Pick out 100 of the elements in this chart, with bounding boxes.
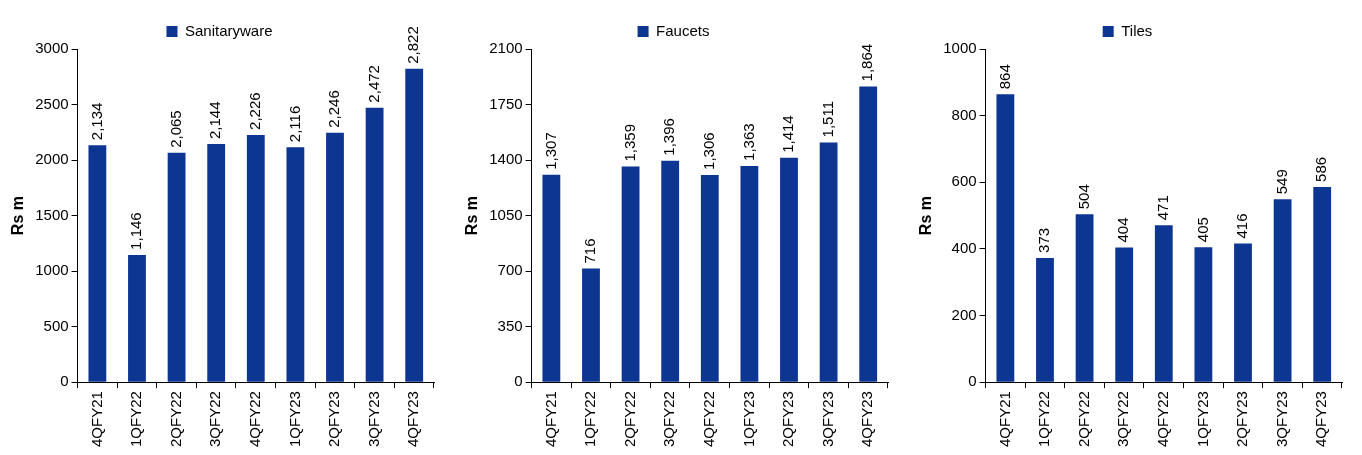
y-tick-label: 1000 — [943, 39, 977, 57]
x-tick-label: 4QFY21 — [995, 391, 1013, 448]
bar — [88, 145, 107, 382]
bar — [207, 144, 226, 382]
y-tick-label: 2100 — [489, 39, 523, 57]
data-label: 1,414 — [779, 115, 797, 153]
x-tick-label: 4QFY23 — [404, 391, 422, 448]
y-tick-label: 600 — [951, 172, 977, 190]
bar — [819, 142, 838, 382]
bar — [326, 132, 344, 382]
x-tick-label: 4QFY22 — [699, 391, 717, 448]
y-tick-label: 0 — [968, 372, 977, 390]
legend-label: Sanitaryware — [184, 21, 273, 39]
bar — [740, 165, 759, 382]
x-tick-label: 2QFY22 — [620, 391, 638, 448]
bar — [1036, 257, 1054, 382]
data-label: 404 — [1114, 217, 1132, 243]
y-tick-label: 800 — [951, 105, 977, 123]
x-tick-label: 3QFY23 — [1272, 391, 1290, 448]
x-tick-label: 1QFY23 — [1193, 391, 1211, 448]
data-label: 1,146 — [127, 212, 145, 250]
data-label: 2,065 — [166, 110, 184, 148]
data-label: 2,226 — [245, 92, 263, 130]
data-label: 549 — [1272, 169, 1290, 195]
data-label: 405 — [1193, 217, 1211, 243]
data-label: 1,359 — [620, 124, 638, 162]
bar — [1313, 186, 1332, 382]
y-tick-label: 1500 — [35, 205, 69, 223]
data-label: 2,144 — [206, 101, 224, 140]
bar — [582, 268, 600, 382]
x-tick-label: 3QFY23 — [364, 391, 382, 448]
bar — [1234, 243, 1252, 382]
bar — [996, 94, 1015, 382]
y-tick-label: 0 — [514, 372, 523, 390]
y-axis-title: Rs m — [463, 196, 481, 236]
y-tick-label: 2000 — [35, 150, 69, 168]
data-label: 1,306 — [699, 132, 717, 170]
bar — [167, 152, 186, 382]
data-label: 1,363 — [739, 123, 757, 161]
bar — [700, 174, 719, 382]
data-label: 1,511 — [818, 101, 836, 138]
data-label: 2,134 — [87, 102, 105, 141]
y-tick-label: 350 — [497, 316, 523, 334]
data-label: 471 — [1153, 195, 1171, 221]
y-tick-label: 1750 — [489, 94, 523, 112]
data-label: 504 — [1074, 184, 1092, 210]
data-label: 416 — [1233, 213, 1251, 239]
data-label: 716 — [581, 238, 599, 264]
bar — [1154, 225, 1173, 382]
x-tick-label: 1QFY23 — [285, 391, 303, 448]
bar — [542, 174, 561, 382]
bar — [1273, 199, 1292, 382]
x-tick-label: 3QFY22 — [206, 391, 224, 448]
x-tick-label: 2QFY22 — [166, 391, 184, 448]
bar — [405, 68, 424, 382]
data-label: 2,246 — [325, 90, 343, 128]
y-tick-label: 1400 — [489, 150, 523, 168]
y-tick-label: 0 — [60, 372, 69, 390]
data-label: 1,396 — [660, 118, 678, 156]
x-tick-label: 4QFY22 — [1153, 391, 1171, 448]
x-tick-label: 4QFY22 — [245, 391, 263, 448]
bar — [1115, 247, 1134, 382]
data-label: 373 — [1035, 227, 1053, 253]
x-tick-label: 2QFY22 — [1074, 391, 1092, 448]
bar — [246, 134, 265, 382]
data-label: 2,472 — [364, 65, 382, 103]
y-tick-label: 500 — [43, 316, 69, 334]
x-tick-label: 3QFY22 — [1114, 391, 1132, 448]
x-tick-label: 1QFY23 — [739, 391, 757, 448]
x-tick-label: 4QFY21 — [541, 391, 559, 448]
bar — [1075, 214, 1094, 382]
bar — [621, 166, 640, 382]
x-tick-label: 1QFY22 — [1035, 391, 1053, 448]
bar — [1194, 247, 1213, 382]
y-tick-label: 3000 — [35, 39, 69, 57]
y-tick-label: 400 — [951, 239, 977, 257]
bar — [286, 147, 305, 382]
x-tick-label: 3QFY23 — [818, 391, 836, 448]
y-tick-label: 700 — [497, 261, 523, 279]
bar — [365, 107, 384, 382]
y-tick-label: 200 — [951, 305, 977, 323]
legend-label: Tiles — [1121, 21, 1153, 39]
x-tick-label: 2QFY23 — [779, 391, 797, 448]
data-label: 1,307 — [541, 132, 559, 170]
y-tick-label: 1000 — [35, 261, 69, 279]
x-tick-label: 4QFY23 — [858, 391, 876, 448]
y-axis-title: Rs m — [9, 196, 27, 236]
bar — [661, 160, 680, 382]
data-label: 586 — [1312, 156, 1330, 182]
x-tick-label: 2QFY23 — [1233, 391, 1251, 448]
x-tick-label: 2QFY23 — [325, 391, 343, 448]
data-label: 1,864 — [858, 43, 876, 82]
y-tick-label: 2500 — [35, 94, 69, 112]
x-tick-label: 1QFY22 — [581, 391, 599, 448]
data-label: 864 — [995, 64, 1013, 90]
y-axis-title: Rs m — [917, 196, 935, 236]
x-tick-label: 1QFY22 — [127, 391, 145, 448]
x-tick-label: 4QFY23 — [1312, 391, 1330, 448]
y-tick-label: 1050 — [489, 205, 523, 223]
bar — [128, 254, 146, 382]
